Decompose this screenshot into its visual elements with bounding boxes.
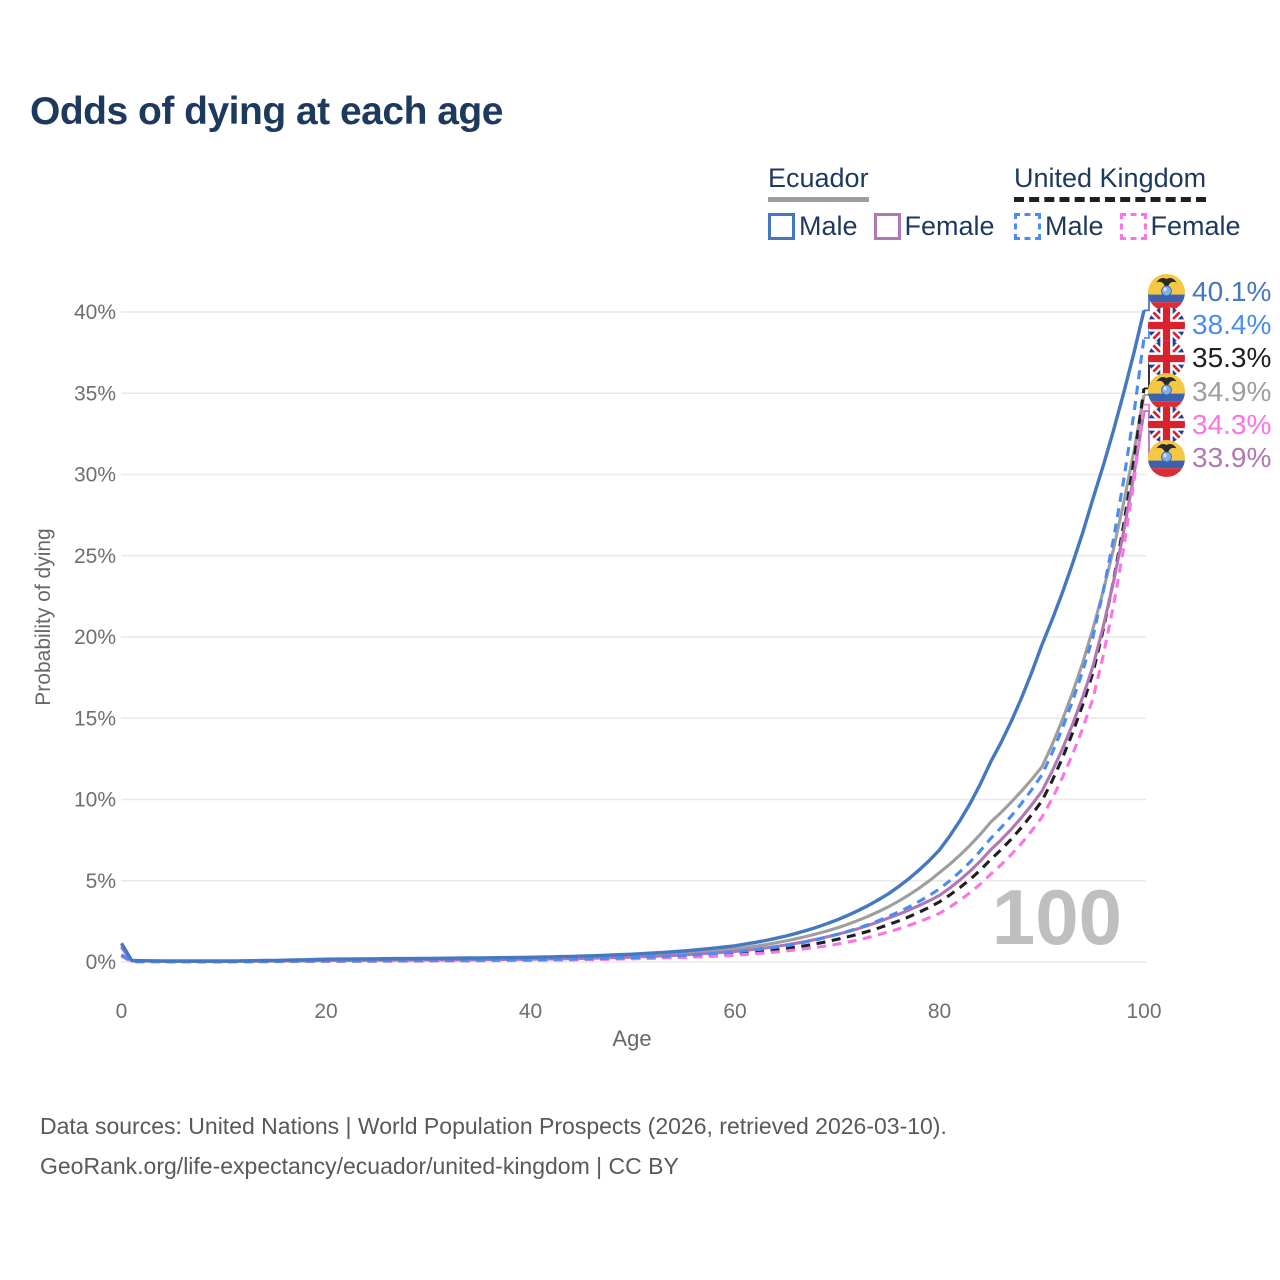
legend-uk-female-label: Female [1150, 211, 1241, 241]
footer-url-line: GeoRank.org/life-expectancy/ecuador/unit… [40, 1153, 679, 1179]
footer-sources-line: Data sources: United Nations | World Pop… [40, 1113, 947, 1139]
uk-female-swatch-icon [1119, 213, 1147, 240]
series-line-ec_male [120, 310, 1146, 963]
end-label-value: 35.3% [1192, 342, 1272, 374]
end-label-uk_male: 38.4% [1148, 306, 1272, 344]
end-label-ec_female: 33.9% [1148, 439, 1272, 477]
legend-uk-title: United Kingdom [1014, 163, 1207, 202]
end-label-value: 38.4% [1192, 309, 1272, 341]
series-curves [120, 310, 1146, 964]
legend-ecuador-female-label: Female [904, 211, 995, 241]
end-label-value: 34.3% [1192, 408, 1272, 440]
end-label-ec_total: 34.9% [1148, 373, 1272, 411]
end-label-ec_male: 40.1% [1148, 273, 1272, 311]
legend-item-uk-female[interactable]: Female [1119, 211, 1241, 242]
x-tick-60: 60 [723, 1000, 746, 1023]
x-axis-title: Age [612, 1026, 652, 1051]
legend-item-uk-male[interactable]: Male [1014, 211, 1104, 242]
y-tick-15: 15% [74, 707, 116, 730]
y-tick-10: 10% [74, 789, 116, 812]
legend-group-ecuador: Ecuador Male Female [768, 163, 1011, 242]
footer: Data sources: United Nations | World Pop… [40, 1106, 947, 1186]
y-tick-5: 5% [86, 870, 116, 893]
y-tick-35: 35% [74, 382, 116, 405]
y-tick-40: 40% [74, 301, 116, 324]
legend-item-ecuador-female[interactable]: Female [873, 211, 995, 242]
ecuador-male-swatch-icon [768, 213, 795, 240]
y-tick-20: 20% [74, 626, 116, 649]
ecuador-flag-icon [1148, 439, 1185, 477]
gridlines [121, 311, 1146, 963]
uk-flag-icon [1148, 406, 1185, 444]
end-label-value: 40.1% [1192, 276, 1272, 307]
series-line-uk_male [120, 337, 1146, 964]
legend-item-ecuador-male[interactable]: Male [768, 211, 858, 242]
ecuador-flag-icon [1148, 273, 1185, 311]
x-tick-0: 0 [116, 1000, 128, 1023]
end-label-value: 33.9% [1192, 442, 1272, 473]
uk-male-swatch-icon [1014, 213, 1041, 240]
y-axis-title: Probability of dying [32, 528, 55, 706]
y-tick-labels: 0% 5% 10% 15% 20% 25% 30% 35% 40% [74, 301, 116, 974]
legend-uk-male-label: Male [1045, 211, 1104, 241]
uk-flag-icon [1148, 306, 1185, 344]
legend-ecuador-male-label: Male [799, 211, 858, 241]
page-title: Odds of dying at each age [30, 90, 503, 133]
y-tick-30: 30% [74, 464, 116, 487]
ecuador-flag-icon [1148, 373, 1185, 411]
y-tick-0: 0% [86, 951, 116, 974]
series-line-ec_female [120, 410, 1146, 963]
end-label-uk_female: 34.3% [1148, 406, 1272, 444]
x-tick-80: 80 [928, 1000, 951, 1023]
x-tick-100: 100 [1126, 1000, 1161, 1023]
end-label-uk_total: 35.3% [1148, 339, 1272, 377]
uk-flag-icon [1148, 339, 1185, 377]
watermark-age-label: 100 [992, 873, 1122, 961]
x-tick-20: 20 [314, 1000, 337, 1023]
legend-ecuador-title: Ecuador [768, 163, 869, 202]
legend-group-united-kingdom: United Kingdom Male Female [1014, 163, 1257, 242]
end-label-value: 34.9% [1192, 375, 1272, 407]
series-line-uk_female [120, 404, 1146, 964]
ecuador-female-swatch-icon [873, 213, 901, 240]
x-tick-40: 40 [519, 1000, 542, 1023]
y-tick-25: 25% [74, 545, 116, 568]
x-tick-labels: 0 20 40 60 80 100 [116, 1000, 1162, 1023]
